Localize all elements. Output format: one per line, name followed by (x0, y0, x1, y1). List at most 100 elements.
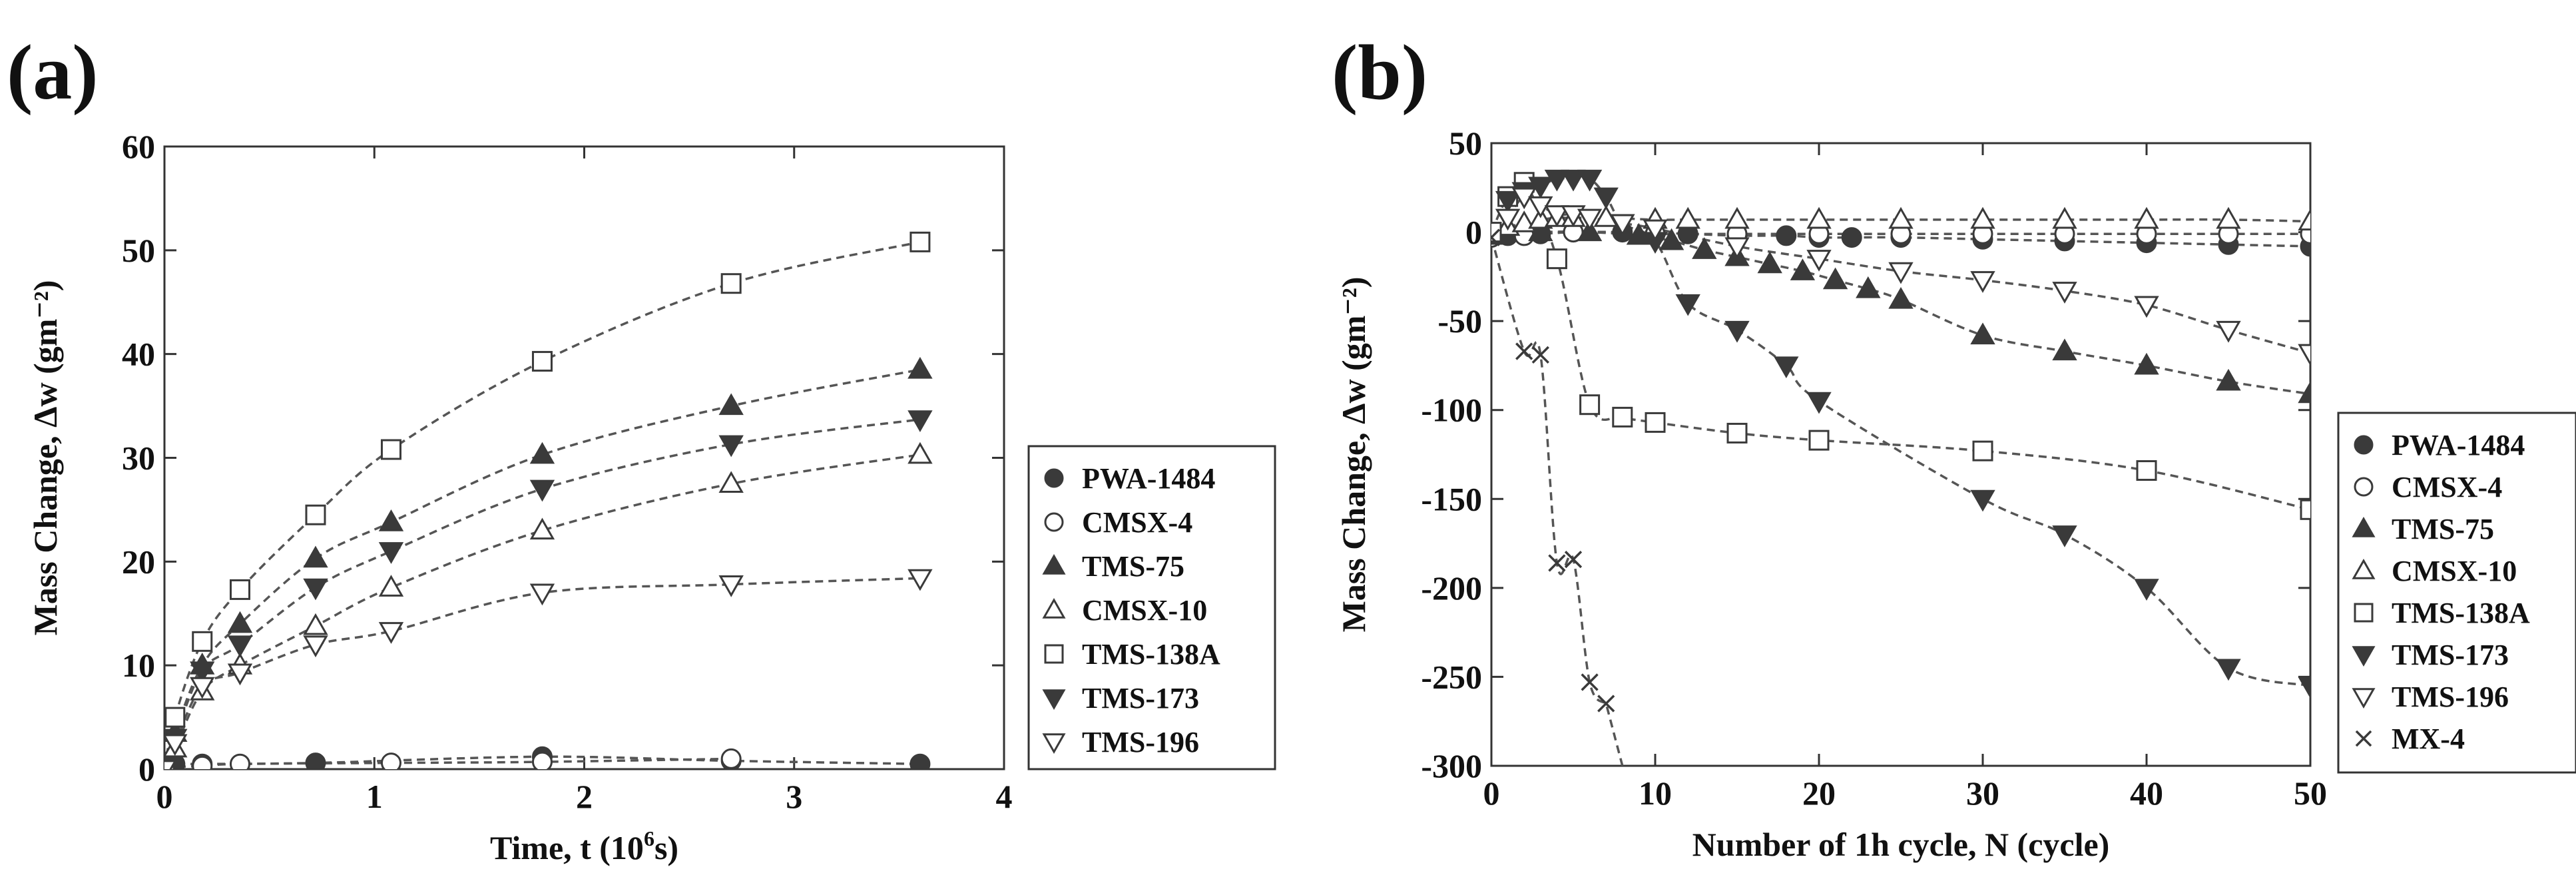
data-point-tms-75 (1692, 237, 1717, 259)
data-point-tms-75 (2216, 368, 2241, 391)
data-point-tms-173 (1675, 294, 1700, 316)
data-point-tms-173 (378, 542, 404, 564)
data-point-mx-4 (1491, 228, 1501, 246)
data-point-cmsx-4 (380, 752, 401, 769)
data-point-tms-138a (1645, 412, 1666, 433)
data-point-cmsx-10 (1806, 206, 1832, 229)
data-point-tms-75 (718, 393, 744, 416)
data-point-cmsx-10 (2298, 208, 2310, 231)
fit-curve-tms-138a (164, 240, 921, 769)
y-tick-label: 50 (1449, 125, 1482, 162)
data-point-tms-173 (2052, 525, 2077, 547)
data-point-tms-138a (192, 631, 213, 652)
panel-b-label: (b) (1332, 29, 1427, 116)
data-point-mx-4 (1548, 554, 1566, 572)
data-point-tms-173 (529, 479, 555, 502)
legend-label-cmsx-4: CMSX-4 (1082, 506, 1192, 539)
data-point-tms-75 (303, 545, 328, 568)
data-point-cmsx-10 (1675, 206, 1700, 229)
data-point-tms-75 (529, 442, 555, 464)
legend-marker-tms-75 (2352, 517, 2376, 537)
panel-a-plot-area (163, 145, 1005, 770)
data-point-tms-196 (1577, 208, 1603, 231)
data-point-pwa-1484 (1776, 225, 1797, 246)
data-point-mx-4 (1531, 346, 1549, 364)
y-tick-label: 0 (138, 750, 155, 788)
y-tick-label: 50 (122, 232, 155, 269)
data-point-cmsx-10 (529, 517, 555, 540)
legend-label-cmsx-10: CMSX-10 (2392, 555, 2517, 587)
x-tick-label: 1 (366, 778, 383, 815)
legend-marker-tms-196 (1042, 733, 1066, 754)
data-point-cmsx-10 (2052, 206, 2077, 229)
data-point-tms-138a (909, 231, 931, 252)
data-point-tms-196 (1888, 262, 1914, 284)
y-tick-label: 40 (122, 336, 155, 373)
data-point-cmsx-10 (378, 575, 404, 597)
data-point-tms-75 (378, 509, 404, 531)
panel-a-x-axis-title: Time, t (106s) (490, 826, 678, 866)
data-point-tms-173 (1561, 169, 1586, 192)
panel-b-legend (2337, 412, 2576, 774)
y-tick-label: 60 (122, 128, 155, 165)
data-point-tms-75 (2134, 352, 2159, 375)
data-point-tms-138a (1726, 422, 1748, 444)
data-point-cmsx-10 (1724, 206, 1750, 229)
data-point-tms-196 (1544, 205, 1570, 227)
fit-curve-cmsx-10 (164, 453, 921, 769)
fit-curve-mx-4 (1491, 237, 1624, 766)
x-tick-label: 0 (1483, 774, 1500, 812)
data-point-tms-75 (1659, 228, 1684, 250)
data-point-cmsx-4 (192, 755, 213, 769)
legend-marker-tms-75 (1042, 554, 1066, 575)
panel-b-data-points (1491, 169, 2310, 713)
data-point-tms-196 (1724, 237, 1750, 260)
data-point-mx-4 (1597, 695, 1615, 713)
data-point-tms-196 (1495, 208, 1521, 231)
panel-b-x-ticks: 0 10 20 30 40 50 (1483, 143, 2327, 812)
data-point-tms-75 (1822, 267, 1848, 290)
fit-curve-tms-173 (1507, 176, 2310, 687)
data-point-tms-138a (1612, 406, 1633, 428)
x-tick-label: 40 (2130, 774, 2163, 812)
data-point-cmsx-10 (718, 471, 744, 493)
data-point-cmsx-4 (720, 748, 742, 769)
x-tick-label: 3 (786, 778, 802, 815)
x-tick-label: 10 (1639, 774, 1672, 812)
y-tick-label: 20 (122, 543, 155, 580)
data-point-tms-138a (1579, 394, 1601, 416)
data-point-tms-173 (2134, 579, 2159, 601)
y-tick-label: -300 (1421, 747, 1482, 784)
data-point-tms-196 (718, 575, 744, 597)
data-point-tms-196 (303, 635, 328, 658)
data-point-tms-75 (227, 611, 253, 633)
data-point-tms-173 (1495, 190, 1521, 213)
data-point-tms-196 (227, 663, 253, 686)
data-point-tms-138a (720, 273, 742, 294)
data-point-pwa-1484 (909, 753, 931, 769)
data-point-mx-4 (1564, 550, 1583, 569)
data-point-tms-173 (1544, 169, 1570, 192)
legend-marker-pwa-1484 (1044, 468, 1064, 488)
data-point-pwa-1484 (1841, 227, 1862, 248)
legend-marker-cmsx-4 (1044, 512, 1064, 532)
data-point-cmsx-4 (531, 751, 553, 769)
panel-a-x-title-sup: 6 (644, 826, 654, 850)
legend-label-pwa-1484: PWA-1484 (2392, 429, 2525, 461)
data-point-tms-138a (305, 504, 326, 525)
data-point-tms-75 (1790, 258, 1816, 280)
legend-label-tms-75: TMS-75 (1082, 550, 1184, 583)
legend-label-tms-75: TMS-75 (2392, 513, 2494, 545)
data-point-tms-196 (190, 677, 215, 699)
panel-a-y-ticks: 0 10 20 30 40 50 60 (122, 128, 1004, 788)
data-point-pwa-1484 (305, 752, 326, 769)
legend-marker-tms-173 (1042, 689, 1066, 710)
x-tick-label: 20 (1802, 774, 1836, 812)
legend-label-cmsx-10: CMSX-10 (1082, 594, 1207, 627)
data-point-tms-196 (164, 734, 188, 756)
x-tick-label: 50 (2294, 774, 2327, 812)
data-point-tms-173 (303, 578, 328, 601)
panel-b-plot-area (1490, 142, 2312, 767)
data-point-tms-138a (2300, 499, 2310, 520)
panel-b-x-axis-title: Number of 1h cycle, N (cycle) (1692, 826, 2110, 863)
